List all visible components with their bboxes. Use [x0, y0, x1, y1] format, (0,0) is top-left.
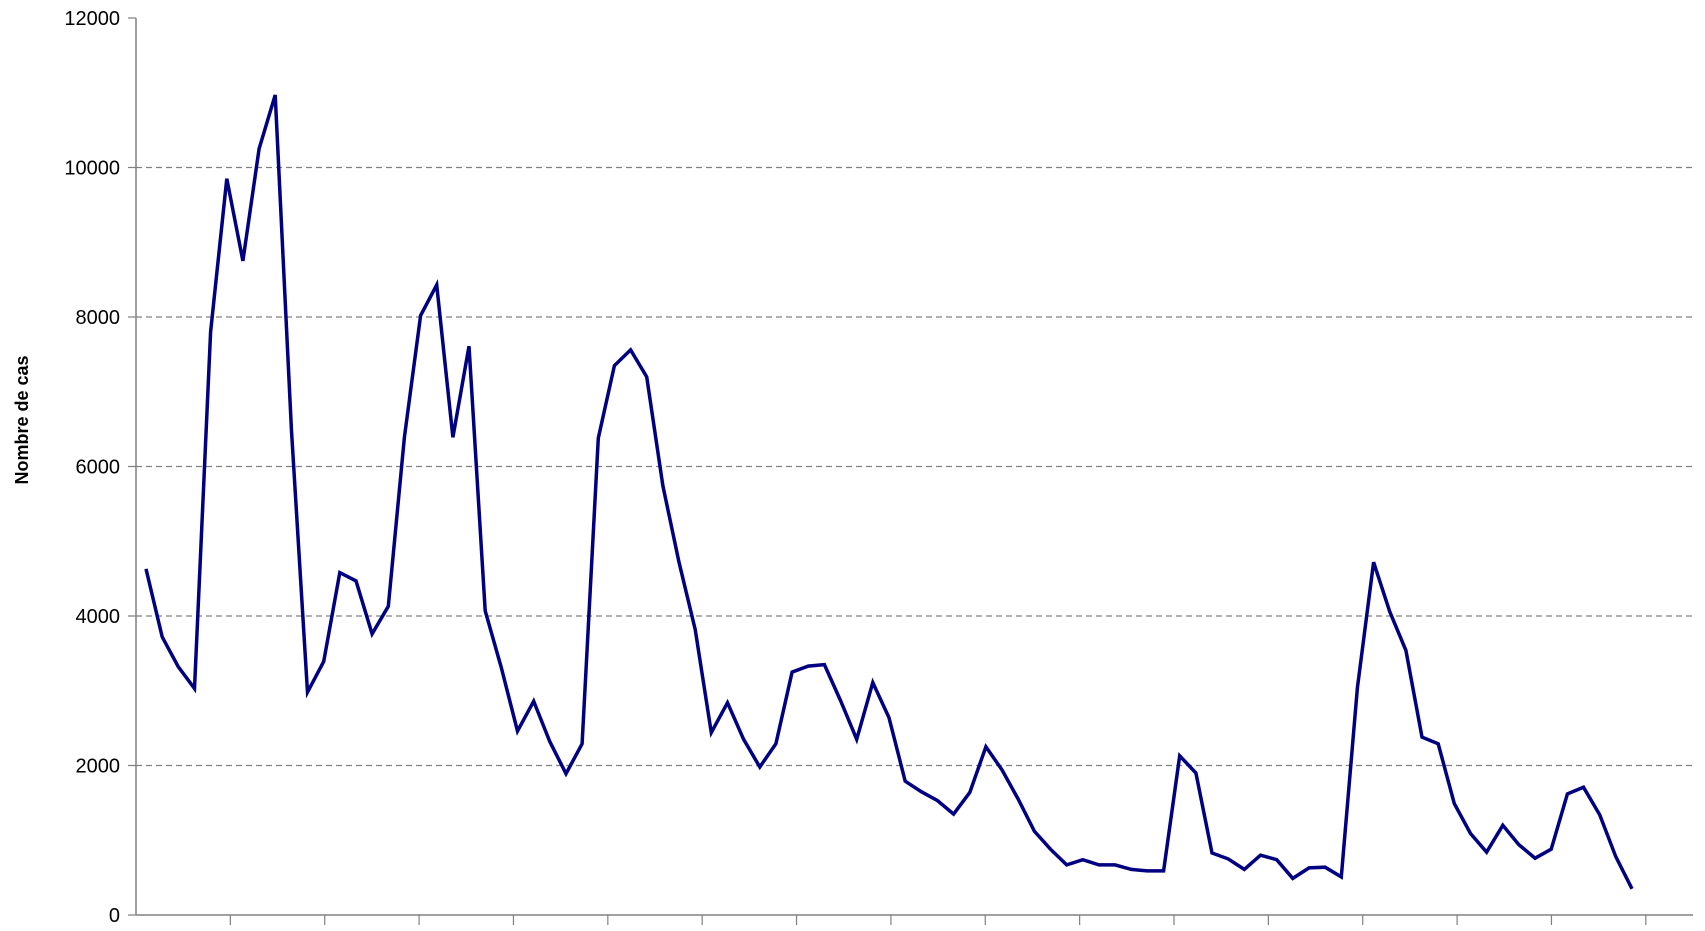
y-tick-label: 2000 — [76, 756, 121, 778]
y-axis-ticks: 0 2000 4000 6000 8000 10000 12000 — [64, 8, 136, 927]
y-tick-label: 0 — [109, 905, 120, 927]
series-line-0 — [144, 94, 1634, 890]
gridlines — [136, 166, 1693, 767]
x-axis-ticks — [229, 915, 1647, 925]
series-group — [144, 94, 1634, 890]
y-tick-label: 8000 — [76, 307, 121, 329]
y-tick-label: 10000 — [64, 158, 120, 180]
y-tick-label: 6000 — [76, 457, 121, 479]
y-tick-label: 12000 — [64, 8, 120, 30]
y-axis-title: Nombre de cas — [12, 355, 32, 484]
y-tick-label: 4000 — [76, 606, 121, 628]
